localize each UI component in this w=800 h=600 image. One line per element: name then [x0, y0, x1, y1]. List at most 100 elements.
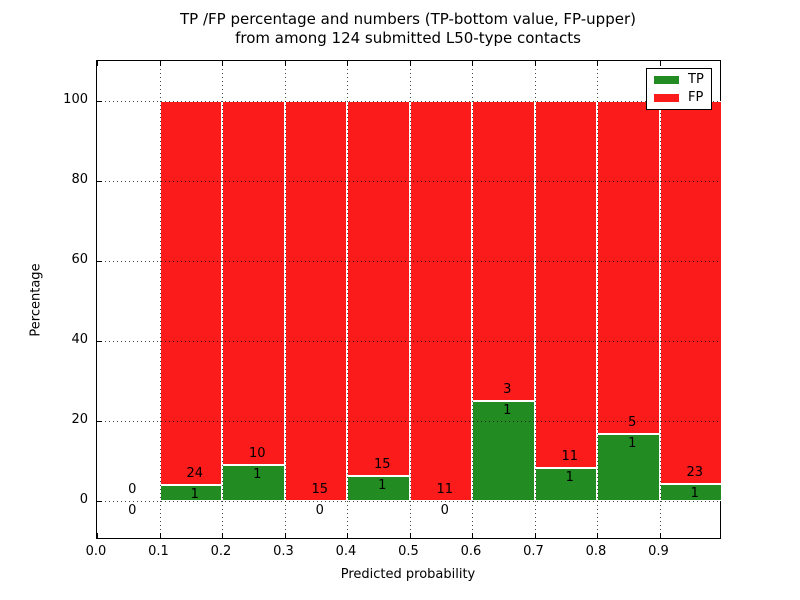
x-tick-mark: [597, 61, 598, 66]
fp-bar-segment: [284, 101, 347, 501]
fp-bar-segment: [659, 101, 722, 485]
plot-canvas: 0 0 24 1 10 1 15 0 15 1 11 0 3 1 11 1 5 1 23 1: [97, 61, 722, 538]
x-tick-label: 0.2: [210, 544, 232, 559]
tp-count-label: 1: [565, 469, 574, 485]
x-tick-mark: [97, 533, 98, 538]
tp-count-label: 0: [128, 503, 137, 518]
legend-item-tp: TP: [654, 73, 711, 87]
y-tick-label: 0: [79, 492, 88, 507]
x-tick-label: 0.6: [460, 544, 482, 559]
fp-count-label: 15: [311, 482, 329, 497]
x-tick-mark: [534, 533, 536, 538]
fp-bar-segment: [159, 101, 222, 485]
fp-count-label: 10: [248, 445, 266, 461]
x-axis-title: Predicted probability: [340, 567, 476, 582]
x-tick-mark: [222, 61, 223, 66]
fp-count-label: 15: [373, 457, 391, 472]
y-tick-label: 20: [71, 412, 88, 427]
vertical-gridline: [409, 61, 411, 538]
vertical-gridline: [534, 61, 536, 538]
x-tick-label: 0.1: [148, 544, 169, 559]
tp-legend-label: TP: [688, 72, 704, 87]
fp-count-label: 24: [186, 466, 204, 481]
y-tick-label: 60: [71, 252, 88, 267]
vertical-gridline: [284, 61, 286, 538]
y-tick-mark: [97, 421, 102, 422]
fp-bar-segment: [472, 101, 535, 401]
vertical-gridline: [597, 61, 598, 538]
x-tick-mark: [409, 533, 411, 538]
x-tick-mark: [347, 61, 348, 66]
tp-bar-segment: [222, 464, 285, 501]
fp-count-label: 11: [436, 482, 454, 497]
horizontal-gridline: [97, 501, 720, 502]
vertical-gridline: [347, 61, 348, 538]
x-tick-mark: [597, 533, 598, 538]
y-tick-mark: [97, 101, 102, 102]
tp-bar-segment: [472, 401, 535, 501]
y-tick-mark: [97, 181, 102, 182]
fp-count-label: 11: [561, 448, 579, 464]
tp-count-label: 1: [253, 466, 262, 482]
x-tick-label: 0.0: [85, 544, 107, 559]
y-tick-mark: [97, 341, 102, 342]
x-tick-label: 0.3: [273, 544, 294, 559]
tp-count-label: 0: [315, 503, 324, 518]
fp-legend-label: FP: [688, 90, 704, 105]
fp-count-label: 0: [128, 482, 137, 497]
y-tick-mark: [97, 261, 102, 262]
y-tick-label: 80: [71, 172, 88, 187]
legend: TP FP: [646, 68, 712, 110]
tp-count-label: 0: [440, 503, 449, 518]
chart-title-line1: TP /FP percentage and numbers (TP-bottom…: [180, 10, 636, 28]
y-tick-label: 40: [71, 332, 88, 347]
tp-count-label: 1: [690, 486, 699, 502]
horizontal-gridline: [97, 181, 720, 182]
x-tick-mark: [534, 61, 536, 66]
vertical-gridline: [659, 61, 661, 538]
fp-count-label: 3: [503, 382, 512, 397]
y-tick-label: 100: [63, 92, 88, 107]
tp-legend-swatch: [654, 76, 679, 84]
fp-bar-segment: [347, 101, 410, 476]
tp-count-label: 1: [378, 478, 387, 493]
y-axis-title: Percentage: [28, 263, 44, 337]
fp-count-label: 5: [628, 415, 637, 431]
x-tick-mark: [284, 61, 286, 66]
x-tick-mark: [97, 61, 98, 66]
fp-legend-swatch: [654, 94, 679, 102]
legend-item-fp: FP: [654, 91, 711, 105]
x-tick-mark: [159, 533, 161, 538]
fp-bar-segment: [409, 101, 472, 501]
tp-count-label: 1: [190, 487, 199, 502]
fp-count-label: 23: [686, 465, 704, 481]
tp-bar-segment: [347, 476, 410, 501]
x-tick-mark: [659, 533, 661, 538]
horizontal-gridline: [97, 341, 720, 342]
horizontal-gridline: [97, 261, 720, 262]
x-tick-label: 0.7: [523, 544, 544, 559]
vertical-gridline: [159, 61, 161, 538]
fp-bar-segment: [222, 101, 285, 465]
x-tick-mark: [472, 61, 473, 66]
tp-count-label: 1: [503, 403, 512, 418]
x-tick-label: 0.9: [648, 544, 669, 559]
chart-title-line2: from among 124 submitted L50-type contac…: [235, 29, 581, 47]
chart-title: TP /FP percentage and numbers (TP-bottom…: [58, 10, 758, 48]
x-tick-mark: [284, 533, 286, 538]
tp-count-label: 1: [628, 436, 637, 452]
vertical-gridline: [222, 61, 223, 538]
x-tick-mark: [159, 61, 161, 66]
x-tick-label: 0.5: [398, 544, 419, 559]
x-tick-mark: [347, 533, 348, 538]
y-tick-mark: [97, 501, 102, 502]
x-tick-mark: [659, 61, 661, 66]
x-tick-mark: [222, 533, 223, 538]
horizontal-gridline: [97, 101, 720, 102]
fp-bar-segment: [597, 101, 660, 435]
x-tick-mark: [409, 61, 411, 66]
horizontal-gridline: [97, 421, 720, 422]
x-tick-label: 0.4: [335, 544, 357, 559]
plot-area: 0 0 24 1 10 1 15 0 15 1 11 0 3 1 11 1 5 1 23 1 TP FP: [96, 60, 722, 539]
